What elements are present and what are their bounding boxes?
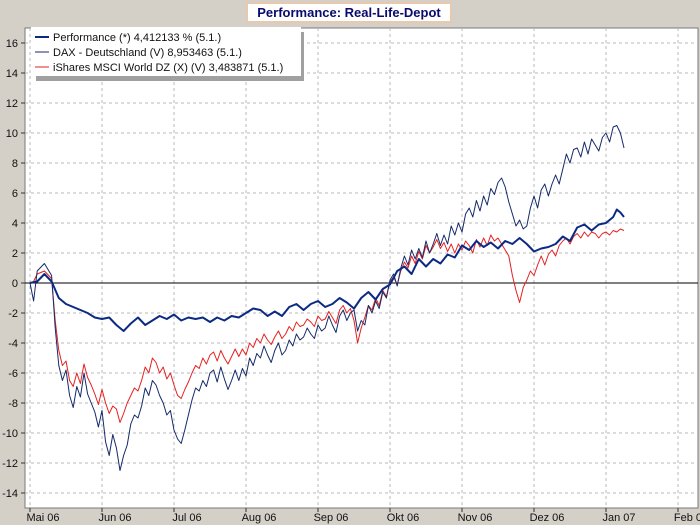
x-tick-label: Feb 07 [674, 512, 700, 524]
legend-label-dax: DAX - Deutschland (V) 8,953463 (5.1.) [53, 47, 242, 59]
chart-title: Performance: Real-Life-Depot [246, 2, 452, 23]
y-tick-label: -10 [2, 428, 18, 440]
legend-label-performance: Performance (*) 4,412133 % (5.1.) [53, 32, 221, 44]
y-tick-label: -2 [8, 308, 18, 320]
x-tick-label: Okt 06 [387, 512, 419, 524]
y-tick-label: -4 [8, 338, 18, 350]
x-tick-label: Jan 07 [602, 512, 635, 524]
y-tick-label: 10 [6, 128, 18, 140]
grid-lines [25, 28, 698, 508]
y-tick-label: 0 [12, 278, 18, 290]
x-tick-label: Sep 06 [314, 512, 349, 524]
plot-area [24, 27, 699, 509]
y-tick-label: 12 [6, 98, 18, 110]
y-tick-label: 6 [12, 188, 18, 200]
x-axis: Mai 06 Jun 06 Jul 06 Aug 06 Sep 06 Okt 06 Nov … [26, 508, 700, 524]
series-line-2 [29, 228, 625, 423]
legend: Performance (*) 4,412133 % (5.1.) DAX - … [31, 27, 304, 81]
y-tick-label: 8 [12, 158, 18, 170]
x-tick-label: Aug 06 [242, 512, 277, 524]
x-tick-label: Nov 06 [458, 512, 493, 524]
y-tick-label: -8 [8, 398, 18, 410]
series-line-0 [29, 208, 625, 332]
y-tick-label: 16 [6, 38, 18, 50]
x-tick-label: Mai 06 [26, 512, 59, 524]
y-tick-label: 2 [12, 248, 18, 260]
y-tick-label: -12 [2, 458, 18, 470]
series-line-1 [29, 125, 625, 471]
y-tick-label: -14 [2, 488, 18, 500]
y-tick-label: 14 [6, 68, 18, 80]
x-tick-label: Jul 06 [172, 512, 201, 524]
legend-label-ishares: iShares MSCI World DZ (X) (V) 3,483871 (… [53, 62, 283, 74]
series-layer [29, 125, 625, 471]
x-tick-label: Dez 06 [530, 512, 565, 524]
y-tick-label: -6 [8, 368, 18, 380]
y-axis: -14 -12 -10 -8 -6 -4 -2 0 2 4 6 8 10 12 14 16 [2, 38, 25, 500]
legend-box [31, 27, 301, 76]
y-tick-label: 4 [12, 218, 18, 230]
x-tick-label: Jun 06 [98, 512, 131, 524]
